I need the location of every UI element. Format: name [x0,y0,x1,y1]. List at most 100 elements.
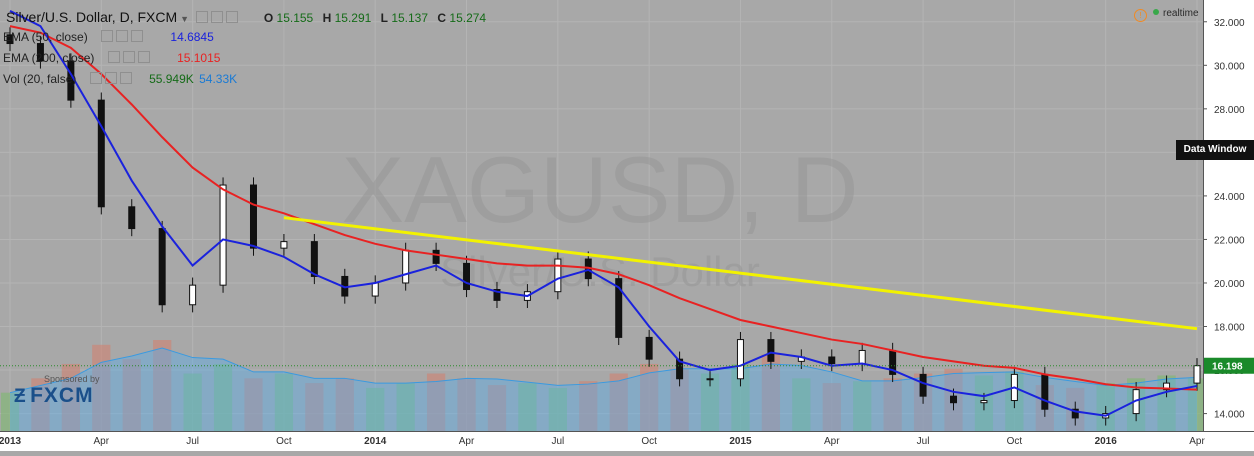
symbol-row[interactable]: Silver/U.S. Dollar, D, FXCM ▼ O 15.155 H … [6,9,486,25]
ema200-row[interactable]: EMA (200, close) 15.1015 [3,51,220,65]
price-tick-label: 32.000 [1214,18,1245,29]
candle-body [950,395,958,404]
candle-body [463,262,471,291]
indicator-lines [9,9,1198,417]
last-price-tag [1204,357,1254,374]
time-axis-panel [0,431,1254,451]
close-icon[interactable] [131,30,144,42]
volume-bar [426,373,446,431]
candle-body [402,249,410,284]
sponsor-label: Sponsored by [44,374,100,384]
volume-label[interactable]: Vol (20, false) [3,72,77,86]
volume-bar [244,378,263,431]
time-tick-label: Oct [641,436,657,447]
volume-bar [457,378,476,431]
candle-body [828,356,836,365]
volume-bar [305,383,324,431]
candle-body [858,349,866,365]
volume-bar [731,363,750,431]
watermark: XAGUSD, D Silver/U.S. Dollar [341,137,858,295]
candle-body [36,43,44,62]
volume-bars [0,340,1207,431]
volume-bar [31,378,50,431]
symbol-title[interactable]: Silver/U.S. Dollar, D, FXCM [6,9,178,25]
ohlc-open-value: 15.155 [276,11,314,25]
sponsor-badge[interactable]: Sponsored by Ƶ FXCM [14,374,100,408]
candle-body [97,99,105,208]
ohlc-open-key: O [263,11,274,25]
eye-icon[interactable] [107,51,120,63]
volume-bar [274,373,294,431]
status-dot-icon [1153,9,1159,15]
ohlc-readout: O 15.155 H 15.291 L 15.137 C 15.274 [264,11,486,25]
eye-icon[interactable] [101,30,114,42]
volume-bar [183,373,202,431]
candle-body [6,34,14,45]
ohlc-low-value: 15.137 [391,11,429,25]
volume-bar [579,381,598,431]
candle-body [1071,408,1079,419]
price-tick-label: 20.000 [1214,279,1245,290]
volume-bar [822,383,841,431]
price-tick-label: 14.000 [1214,410,1245,421]
realtime-label: realtime [1163,8,1199,19]
settings-icon[interactable] [122,51,135,63]
close-icon[interactable] [225,11,238,23]
candle-body [158,228,166,306]
candle-body [980,400,988,404]
volume-value: 55.949K [149,72,194,86]
volume-bar [366,387,385,431]
volume-bar [335,378,354,431]
ohlc-high-value: 15.291 [334,11,372,25]
candle-body [736,339,744,380]
last-price-label: 16.198 [1212,362,1243,373]
settings-icon[interactable] [116,30,129,42]
candle-body [554,258,562,293]
volume-bar [92,344,111,431]
candle-body [1163,382,1171,391]
candle-body [432,249,440,264]
close-icon[interactable] [119,72,132,84]
candle-body [1041,373,1049,410]
ohlc-close-value: 15.274 [449,11,487,25]
chevron-down-icon[interactable]: ▼ [180,14,190,24]
candle-body [493,289,501,301]
volume-bar [609,373,628,431]
time-tick-label: 2013 [0,436,22,447]
time-tick-label: Jul [551,436,564,447]
clock-icon[interactable]: ! [1134,9,1147,22]
volume-bar [396,383,415,431]
volume-bar [640,363,659,431]
candle-body [676,358,684,380]
time-tick-label: 2014 [364,436,387,447]
trendline [283,216,1198,331]
eye-icon[interactable] [195,11,208,23]
ohlc-close-key: C [437,11,447,25]
candle-body [371,282,379,297]
candle-body [615,278,623,338]
volume-bar [61,363,81,431]
time-tick-label: Oct [276,436,292,447]
ema200-label[interactable]: EMA (200, close) [3,51,95,65]
ema50-label[interactable]: EMA (50, close) [3,30,88,44]
candle-body [645,336,653,360]
eye-icon[interactable] [89,72,102,84]
close-icon[interactable] [137,51,150,63]
fxcm-logo-icon: Ƶ [14,386,26,407]
ema50-row[interactable]: EMA (50, close) 14.6845 [3,30,214,44]
volume-row[interactable]: Vol (20, false) 55.949K 54.33K [3,72,237,86]
time-tick-label: 2016 [1095,436,1118,447]
data-window-button[interactable]: Data Window [1176,140,1254,160]
time-tick-label: Apr [1189,436,1205,447]
settings-icon[interactable] [210,11,223,23]
volume-bar [853,381,872,431]
volume-bar [518,383,537,431]
candle-body [280,241,288,249]
price-tick-label: 28.000 [1214,105,1245,116]
candle-body [189,284,197,306]
settings-icon[interactable] [104,72,117,84]
sponsor-logo[interactable]: Ƶ FXCM [14,384,100,408]
